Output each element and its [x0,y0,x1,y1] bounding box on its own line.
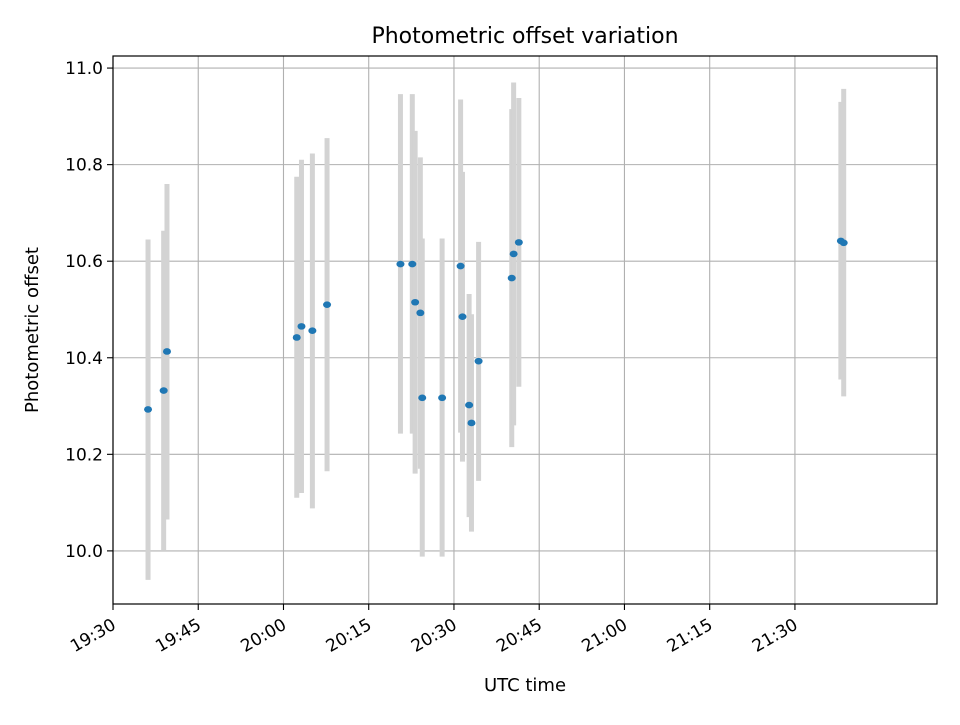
data-point [418,394,427,402]
y-tick-label: 10.8 [65,156,103,176]
y-axis-ticks: 10.0 10.2 10.4 10.6 10.8 11.0 [65,59,113,562]
data-point [839,239,848,247]
data-point [458,313,467,321]
data-point [159,387,168,394]
x-tick-label: 20:30 [408,615,460,657]
data-point [465,401,474,409]
x-axis-ticks: 19:30 19:45 20:00 20:15 20:30 20:45 21:00 21:15… [67,604,801,657]
data-point [509,250,518,258]
data-points [144,237,848,427]
data-point [408,260,417,268]
data-point [467,419,476,427]
error-bars [145,82,847,580]
data-point [411,298,420,306]
x-tick-label: 21:00 [579,615,631,657]
data-point [507,274,516,282]
x-tick-label: 19:45 [152,615,204,657]
data-point [456,262,465,270]
plot-frame [112,55,938,605]
y-axis-label: Photometric offset [22,247,43,413]
x-tick-label: 20:00 [238,615,290,657]
y-tick-label: 11.0 [65,59,103,79]
y-tick-label: 10.6 [65,252,103,272]
data-point [438,394,447,402]
y-tick-label: 10.0 [65,542,103,562]
data-point [514,239,523,246]
grid [112,56,937,604]
x-tick-label: 21:30 [749,615,801,657]
x-axis-label: UTC time [484,675,566,696]
data-point [144,406,153,413]
data-point [396,260,405,268]
data-point [416,309,425,317]
y-tick-label: 10.4 [65,349,103,369]
x-tick-label: 20:15 [323,615,375,657]
x-tick-label: 20:45 [493,615,545,657]
x-tick-label: 19:30 [67,615,119,657]
data-point [292,334,301,341]
data-point [323,301,332,308]
data-point [308,327,317,335]
chart-title: Photometric offset variation [371,24,678,49]
data-point [474,357,483,365]
data-point [297,323,306,330]
data-point [162,348,171,355]
y-tick-label: 10.2 [65,445,103,465]
x-tick-label: 21:15 [664,615,716,657]
